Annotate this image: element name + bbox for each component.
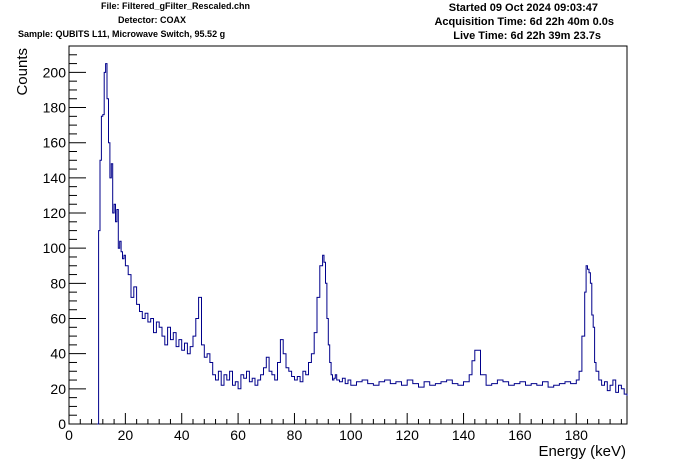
- started-label: Started 09 Oct 2024 09:03:47: [448, 2, 598, 14]
- y-tick-label: 100: [43, 240, 67, 256]
- x-tick-label: 40: [174, 427, 190, 443]
- y-tick-label: 180: [43, 100, 67, 116]
- file-label: File: Filtered_gFilter_Rescaled.chn: [101, 1, 251, 11]
- x-tick-label: 180: [565, 427, 589, 443]
- x-tick-label: 60: [230, 427, 246, 443]
- series-line: [97, 63, 628, 425]
- x-tick-label: 20: [118, 427, 134, 443]
- plot-border: [68, 45, 628, 425]
- y-tick-label: 140: [43, 170, 67, 186]
- y-tick-label: 80: [50, 275, 66, 291]
- x-axis-label: Energy (keV): [538, 443, 626, 460]
- y-tick-label: 40: [50, 346, 66, 362]
- plot-frame: [68, 45, 628, 425]
- x-tick-label: 80: [287, 427, 303, 443]
- x-tick-label: 0: [65, 427, 73, 443]
- live-time-label: Live Time: 6d 22h 39m 23.7s: [453, 30, 601, 42]
- y-tick-label: 20: [50, 381, 66, 397]
- acquisition-time-label: Acquisition Time: 6d 22h 40m 0.0s: [434, 16, 614, 28]
- x-tick-label: 140: [452, 427, 476, 443]
- y-axis-label: Counts: [14, 48, 31, 96]
- sample-label: Sample: QUBITS L11, Microwave Switch, 95…: [18, 29, 226, 39]
- y-tick-label: 0: [58, 416, 66, 432]
- y-tick-label: 160: [43, 135, 67, 151]
- y-axis: 0 20 40 60 80 100 120 140 160 180 200: [43, 45, 86, 432]
- x-tick-label: 160: [508, 427, 532, 443]
- x-tick-label: 100: [339, 427, 363, 443]
- y-tick-label: 120: [43, 205, 67, 221]
- detector-label: Detector: COAX: [118, 15, 187, 25]
- y-tick-label: 60: [50, 311, 66, 327]
- x-tick-label: 120: [396, 427, 420, 443]
- x-axis: 0 20 40 60 80 100 120 140 160 180: [65, 413, 622, 443]
- y-tick-label: 200: [43, 64, 67, 80]
